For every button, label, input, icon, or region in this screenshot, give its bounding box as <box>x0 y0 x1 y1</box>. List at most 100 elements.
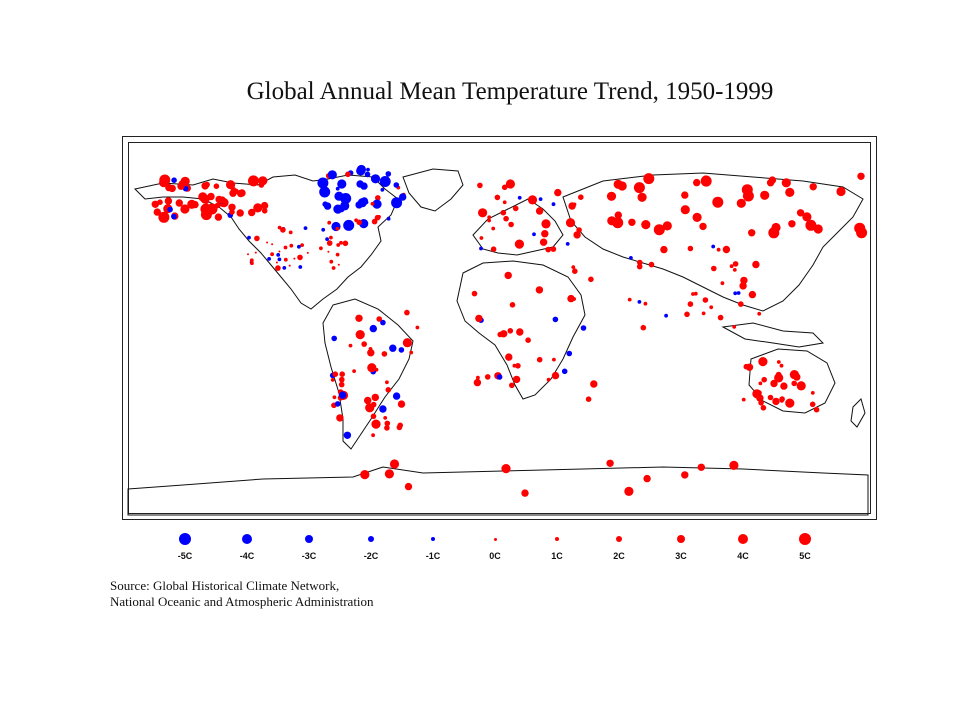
station-dot <box>159 174 171 186</box>
legend-label: -5C <box>177 551 193 561</box>
station-dot <box>502 200 507 205</box>
station-dot <box>535 207 544 215</box>
station-dot <box>768 227 780 239</box>
station-dot <box>335 252 340 257</box>
station-dot <box>692 212 702 222</box>
legend-label: 3C <box>675 550 687 561</box>
station-dot <box>371 419 381 429</box>
station-dot <box>796 381 806 391</box>
station-dot <box>766 179 775 187</box>
station-dot <box>681 191 689 199</box>
station-dot <box>380 319 386 326</box>
station-dot <box>297 254 303 261</box>
station-dot <box>541 230 549 238</box>
station-dot <box>802 212 812 222</box>
station-dot <box>247 235 251 240</box>
station-dot <box>352 369 356 373</box>
station-dot <box>338 391 347 399</box>
station-dot <box>475 314 483 323</box>
station-dot <box>364 396 372 405</box>
station-dot <box>576 227 582 233</box>
station-dot <box>505 353 513 361</box>
legend-dot <box>676 534 686 544</box>
station-dot <box>664 313 668 318</box>
station-dot <box>813 224 823 234</box>
legend-dot <box>615 535 623 543</box>
station-dot <box>254 237 259 241</box>
station-dot <box>330 378 335 382</box>
legend-dot <box>179 533 191 545</box>
station-dot <box>180 204 190 214</box>
station-dot <box>214 213 223 221</box>
station-dot <box>327 250 330 253</box>
station-dot <box>236 209 244 217</box>
station-dot <box>327 170 337 180</box>
station-dot <box>337 179 347 189</box>
station-dot <box>551 371 560 380</box>
legend-label: 0C <box>489 551 501 561</box>
new-zealand-outline <box>850 398 866 428</box>
station-dot <box>588 276 594 283</box>
station-dot <box>329 235 333 240</box>
station-dot <box>343 219 355 231</box>
station-dot <box>680 205 690 215</box>
station-dot <box>572 268 578 274</box>
station-dot <box>740 276 748 285</box>
station-dot <box>476 375 480 380</box>
station-dot <box>398 347 405 353</box>
station-dot <box>552 316 559 323</box>
station-dot <box>539 238 548 246</box>
station-dot <box>660 245 668 254</box>
station-dot <box>809 401 816 408</box>
station-dot <box>322 201 328 207</box>
station-dot <box>758 381 763 386</box>
station-dot <box>319 186 331 198</box>
station-dot <box>702 297 709 303</box>
station-dot <box>326 240 333 246</box>
station-dot <box>402 338 412 348</box>
station-dot <box>300 243 304 247</box>
station-dot <box>779 399 784 403</box>
station-dot <box>733 291 738 296</box>
station-dot <box>736 198 746 208</box>
station-dot <box>385 387 392 393</box>
station-dot <box>384 425 390 431</box>
station-dot <box>297 244 301 249</box>
station-dot <box>578 194 584 200</box>
station-dot <box>606 459 614 467</box>
legend-item: 0C <box>470 527 520 561</box>
station-dot <box>377 215 381 219</box>
legend-item: 5C <box>780 527 830 561</box>
station-dot <box>372 199 382 209</box>
legend-item: -4C <box>222 527 272 561</box>
station-dot <box>627 297 632 302</box>
station-dot <box>554 188 562 197</box>
station-dot <box>348 343 353 348</box>
legend-item: -3C <box>284 527 334 561</box>
europe-outline <box>472 198 564 256</box>
station-dot <box>854 222 866 234</box>
station-dot <box>772 397 780 406</box>
station-dot <box>361 341 367 347</box>
station-dot <box>512 375 521 384</box>
station-dot <box>334 401 341 407</box>
station-dot <box>780 382 788 390</box>
station-dot <box>164 197 173 205</box>
station-dot <box>774 373 784 383</box>
station-dot <box>568 202 576 210</box>
station-dot <box>546 377 551 382</box>
station-dot <box>693 291 698 296</box>
station-dot <box>477 182 483 189</box>
station-dot <box>339 371 345 377</box>
world-map <box>127 164 869 516</box>
station-dot <box>637 192 647 202</box>
station-dot <box>335 186 340 191</box>
africa-outline <box>456 260 586 400</box>
station-dot <box>283 245 288 250</box>
station-dot <box>517 195 522 200</box>
station-dot <box>711 265 717 272</box>
station-dot <box>397 422 404 429</box>
station-dot <box>687 245 694 252</box>
station-dot <box>277 225 282 230</box>
station-dot <box>399 193 407 201</box>
